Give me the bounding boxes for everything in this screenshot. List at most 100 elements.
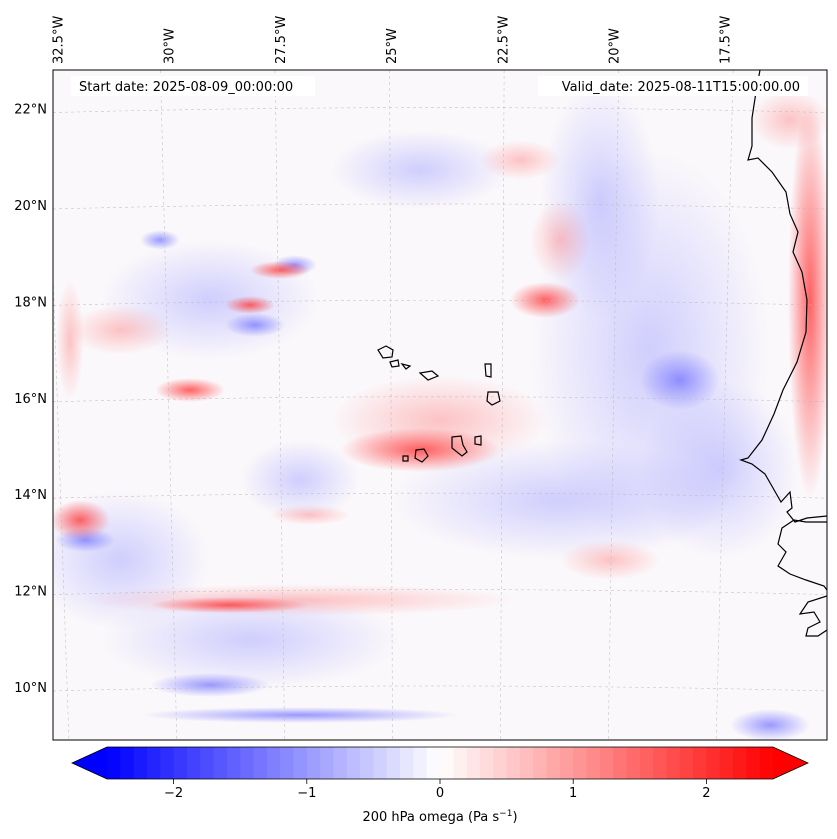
- colorbar-cell: [186, 747, 201, 779]
- colorbar-cells: [72, 747, 808, 779]
- colorbar-cell: [173, 747, 188, 779]
- colorbar-cell: [679, 747, 694, 779]
- colorbar-cell: [506, 747, 521, 779]
- colorbar-cell: [333, 747, 348, 779]
- colorbar-tick-label: −2: [164, 786, 183, 801]
- longitude-label: 17.5°W: [719, 16, 734, 64]
- meridian-line: [500, 70, 505, 740]
- meridian-line: [274, 70, 285, 740]
- longitude-label: 32.5°W: [51, 16, 66, 64]
- latitude-label: 22°N: [14, 103, 47, 118]
- colorbar-cell: [386, 747, 401, 779]
- valid-date-label: Valid_date: 2025-08-11T15:00:00.00: [562, 80, 800, 95]
- longitude-labels: 32.5°W 30°W 27.5°W 25°W 22.5°W 20°W 17.5°W: [51, 16, 733, 64]
- colorbar-cell: [373, 747, 388, 779]
- colorbar-cell: [693, 747, 707, 779]
- colorbar-cell: [107, 747, 121, 779]
- colorbar-cell: [146, 747, 161, 779]
- colorbar-cell: [346, 747, 361, 779]
- colorbar-cell: [746, 747, 761, 779]
- colorbar-cell: [200, 747, 215, 779]
- colorbar-cell: [759, 747, 774, 779]
- longitude-label: 30°W: [163, 28, 178, 64]
- coastline: [739, 70, 827, 637]
- latitude-label: 20°N: [14, 199, 47, 214]
- colorbar-ticks: −2 −1 0 1 2: [164, 779, 711, 801]
- colorbar-cell: [586, 747, 601, 779]
- colorbar-cell: [493, 747, 508, 779]
- colorbar-cell: [266, 747, 281, 779]
- latitude-labels: 22°N 20°N 18°N 16°N 14°N 12°N 10°N: [14, 103, 47, 696]
- colorbar-cell: [599, 747, 614, 779]
- colorbar-cell: [213, 747, 228, 779]
- colorbar-cell: [253, 747, 268, 779]
- cape-verde-islands: [377, 345, 501, 463]
- meridian-line: [389, 70, 393, 740]
- colorbar-cell: [133, 747, 148, 779]
- latitude-label: 14°N: [14, 488, 47, 503]
- colorbar-cell: [320, 747, 335, 779]
- colorbar-cell: [626, 747, 641, 779]
- parallel-line: [53, 589, 827, 595]
- colorbar-cell: [120, 747, 135, 779]
- latitude-label: 10°N: [14, 681, 47, 696]
- colorbar-cell: [160, 747, 175, 779]
- colorbar-cell: [573, 747, 588, 779]
- colorbar-cell: [706, 747, 721, 779]
- colorbar-cell: [653, 747, 668, 779]
- meridian-line: [715, 70, 734, 740]
- colorbar-cell: [613, 747, 628, 779]
- start-date-label: Start date: 2025-08-09_00:00:00: [79, 80, 293, 95]
- colorbar-cell: [639, 747, 654, 779]
- colorbar-cell: [666, 747, 681, 779]
- latitude-label: 18°N: [14, 295, 47, 310]
- colorbar-extend-max: [773, 747, 808, 779]
- colorbar-tick-label: 1: [569, 786, 577, 801]
- parallel-line: [53, 685, 827, 692]
- colorbar-cell: [533, 747, 548, 779]
- map-frame: [52, 69, 828, 741]
- parallel-line: [53, 203, 827, 210]
- omega-field: [53, 70, 827, 740]
- colorbar-cell: [240, 747, 255, 779]
- colorbar-cell: [519, 747, 534, 779]
- latitude-label: 16°N: [14, 392, 47, 407]
- latitude-label: 12°N: [14, 585, 47, 600]
- colorbar-cell: [306, 747, 321, 779]
- colorbar-cell: [719, 747, 734, 779]
- colorbar-cell: [426, 747, 441, 779]
- meridian-line: [160, 70, 178, 740]
- colorbar-cell: [466, 747, 481, 779]
- colorbar-cell: [400, 747, 414, 779]
- colorbar-cell: [546, 747, 561, 779]
- colorbar-cell: [413, 747, 428, 779]
- longitude-label: 22.5°W: [496, 16, 511, 64]
- colorbar-cell: [293, 747, 308, 779]
- colorbar-cell: [733, 747, 747, 779]
- colorbar-cell: [453, 747, 468, 779]
- meridian-line: [607, 70, 619, 740]
- longitude-label: 27.5°W: [274, 16, 289, 64]
- parallel-line: [53, 492, 827, 499]
- colorbar-cell: [479, 747, 494, 779]
- colorbar-tick-label: 2: [702, 786, 710, 801]
- colorbar-cell: [280, 747, 295, 779]
- colorbar-label: 200 hPa omega (Pa s−1): [362, 809, 517, 825]
- valid-date-box: [538, 76, 808, 96]
- parallel-line: [53, 396, 827, 403]
- longitude-label: 25°W: [385, 28, 400, 64]
- parallel-line: [53, 300, 827, 306]
- colorbar-tick-label: 0: [436, 786, 444, 801]
- longitude-label: 20°W: [607, 28, 622, 64]
- parallel-line: [53, 107, 827, 113]
- colorbar-outline: [71, 746, 809, 780]
- colorbar: −2 −1 0 1 2 200 hPa omega (Pa s−1): [71, 746, 809, 825]
- graticule: [53, 70, 827, 740]
- colorbar-cell: [226, 747, 241, 779]
- colorbar-cell: [559, 747, 574, 779]
- start-date-box: [71, 76, 315, 96]
- colorbar-extend-min: [72, 747, 107, 779]
- colorbar-cell: [360, 747, 374, 779]
- colorbar-cell: [440, 747, 454, 779]
